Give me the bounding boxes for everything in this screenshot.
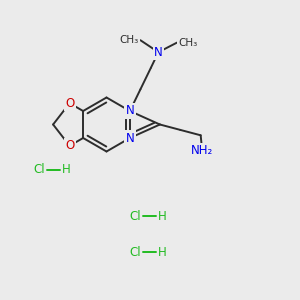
Text: O: O <box>65 97 74 110</box>
Text: N: N <box>125 131 134 145</box>
Text: O: O <box>65 139 74 152</box>
Text: H: H <box>158 209 167 223</box>
Text: Cl: Cl <box>33 163 45 176</box>
Text: N: N <box>125 104 134 118</box>
Text: Cl: Cl <box>129 209 141 223</box>
Text: NH₂: NH₂ <box>191 144 213 158</box>
Text: N: N <box>154 46 163 59</box>
Text: CH₃: CH₃ <box>178 38 198 48</box>
Text: H: H <box>62 163 71 176</box>
Text: Cl: Cl <box>129 245 141 259</box>
Text: CH₃: CH₃ <box>120 35 139 45</box>
Text: H: H <box>158 245 167 259</box>
